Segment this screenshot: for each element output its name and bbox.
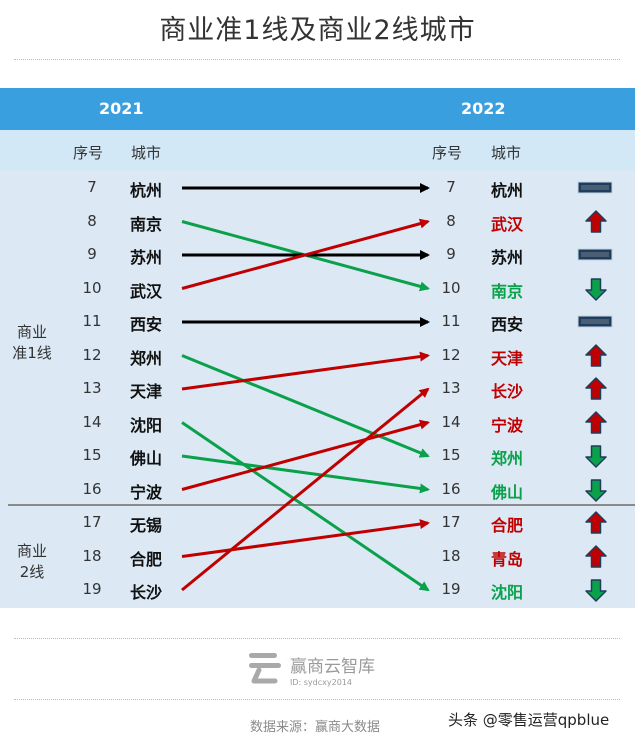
city-2021: 宁波 <box>130 482 163 502</box>
city-2022: 武汉 <box>491 214 524 234</box>
footer-divider <box>14 638 620 639</box>
flat-indicator-icon <box>577 315 613 328</box>
city-2021: 南京 <box>130 214 163 234</box>
city-2021: 苏州 <box>130 248 163 267</box>
city-2022: 杭州 <box>491 181 524 200</box>
year-left-label: 2021 <box>99 99 144 118</box>
movement-line <box>181 519 430 558</box>
up-arrow-icon <box>585 544 607 568</box>
movement-line <box>181 351 430 391</box>
rank-2021: 16 <box>82 479 102 498</box>
rank-2022: 13 <box>441 379 461 397</box>
data-source: 数据来源：赢商大数据 <box>250 720 381 735</box>
city-2022: 南京 <box>491 281 524 301</box>
city-header-right: 城市 <box>491 144 522 162</box>
movement-line <box>181 218 430 290</box>
flat-indicator-icon <box>577 181 613 194</box>
city-2022: 天津 <box>491 348 524 368</box>
credit-watermark: 头条 @零售运营qpblue <box>448 711 610 729</box>
rank-2022: 9 <box>446 245 456 263</box>
rank-2022: 16 <box>441 479 461 498</box>
group-label-tier2: 商业 2线 <box>0 541 64 583</box>
rank-2022: 7 <box>446 178 456 196</box>
watermark-logo-icon <box>249 653 281 684</box>
rank-2022: 17 <box>441 513 461 531</box>
rank-2022: 8 <box>446 211 456 230</box>
source-divider <box>14 699 620 700</box>
city-2021: 沈阳 <box>130 415 163 435</box>
city-2022: 沈阳 <box>491 583 524 602</box>
column-header-bar: 序号 城市 序号 城市 <box>0 130 635 170</box>
rank-header-left: 序号 <box>73 144 104 162</box>
movement-line <box>181 354 430 458</box>
city-2022: 郑州 <box>491 449 524 468</box>
rank-2022: 19 <box>441 580 461 598</box>
city-2022: 西安 <box>491 315 524 334</box>
down-arrow-icon <box>585 277 607 301</box>
rank-2021: 8 <box>87 211 97 230</box>
city-2022: 合肥 <box>491 516 524 535</box>
year-right-label: 2022 <box>461 99 506 118</box>
rank-2022: 12 <box>441 345 461 364</box>
up-arrow-icon <box>585 511 607 534</box>
city-2021: 天津 <box>130 382 163 401</box>
rank-2022: 10 <box>441 278 461 297</box>
movement-line <box>181 387 430 592</box>
chart-body <box>0 170 635 608</box>
title-divider <box>14 59 620 60</box>
group-separator <box>8 504 635 506</box>
rank-2021: 19 <box>82 580 102 598</box>
rank-header-right: 序号 <box>432 144 463 162</box>
rank-2022: 11 <box>441 312 461 330</box>
rank-2021: 11 <box>82 312 102 330</box>
city-2022: 青岛 <box>491 549 524 569</box>
rank-2021: 13 <box>82 379 102 397</box>
group-label-tier1-line1: 商业 <box>16 323 47 341</box>
city-2021: 佛山 <box>130 449 163 468</box>
rank-2021: 17 <box>82 513 102 531</box>
city-2021: 西安 <box>130 315 163 334</box>
city-2022: 宁波 <box>491 415 524 435</box>
flat-indicator-icon <box>577 248 613 261</box>
city-2022: 苏州 <box>491 248 524 267</box>
city-2021: 郑州 <box>130 348 163 368</box>
rank-2021: 9 <box>87 245 97 263</box>
up-arrow-icon <box>585 410 607 434</box>
rank-2021: 12 <box>82 345 102 364</box>
city-2022: 佛山 <box>491 482 524 502</box>
rank-2021: 15 <box>82 446 102 464</box>
movement-line <box>181 454 430 494</box>
rank-2021: 7 <box>87 178 97 196</box>
city-2021: 武汉 <box>130 281 163 301</box>
down-arrow-icon <box>585 478 607 502</box>
city-2022: 长沙 <box>491 382 524 401</box>
movement-line <box>181 421 430 592</box>
rank-2021: 14 <box>82 412 102 431</box>
city-2021: 合肥 <box>130 549 163 569</box>
movement-line <box>181 419 430 491</box>
rank-2021: 18 <box>82 546 102 565</box>
up-arrow-icon <box>585 377 607 400</box>
city-2021: 无锡 <box>130 516 163 535</box>
rank-2022: 15 <box>441 446 461 464</box>
rank-2022: 14 <box>441 412 461 431</box>
group-label-tier1-line2: 准1线 <box>12 344 52 362</box>
city-header-left: 城市 <box>131 144 162 162</box>
city-2021: 杭州 <box>130 181 163 200</box>
watermark-name: 赢商云智库 <box>290 657 375 677</box>
down-arrow-icon <box>585 579 607 602</box>
group-label-tier1: 商业 准1线 <box>0 322 64 364</box>
year-header-bar: 2021 2022 <box>0 88 635 130</box>
down-arrow-icon <box>585 445 607 468</box>
up-arrow-icon <box>585 209 607 233</box>
group-label-tier2-line2: 2线 <box>19 563 45 581</box>
up-arrow-icon <box>585 343 607 367</box>
rank-2022: 18 <box>441 546 461 565</box>
city-2021: 长沙 <box>130 583 163 602</box>
watermark-id: ID: sydcxy2014 <box>290 678 352 687</box>
group-label-tier2-line1: 商业 <box>16 542 47 560</box>
rank-2021: 10 <box>82 278 102 297</box>
page-title: 商业准1线及商业2线城市 <box>159 15 476 46</box>
